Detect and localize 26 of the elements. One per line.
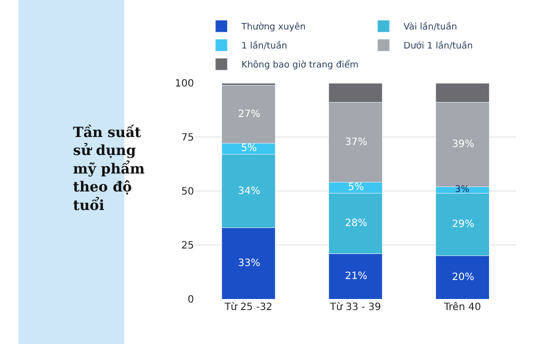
data-label: 3% bbox=[455, 185, 470, 195]
data-label: 29% bbox=[452, 219, 474, 230]
data-label: 27% bbox=[238, 109, 260, 120]
x-tick-label: Từ 25 -32 bbox=[224, 302, 272, 313]
y-tick-label: 0 bbox=[188, 294, 194, 306]
data-label: 34% bbox=[238, 186, 260, 197]
legend-label: Thường xuyên bbox=[240, 22, 306, 33]
y-tick-label: 25 bbox=[181, 240, 194, 252]
legend-label: 1 lần/tuần bbox=[241, 40, 288, 52]
legend-label: Vài lần/tuần bbox=[404, 22, 458, 33]
data-label: 5% bbox=[348, 182, 364, 193]
data-label: 28% bbox=[345, 218, 368, 229]
y-tick-label: 75 bbox=[181, 132, 194, 144]
legend-label: Không bao giờ trang điểm bbox=[241, 60, 359, 71]
x-tick-label: Trên 40 bbox=[443, 302, 481, 313]
y-tick-label: 100 bbox=[174, 78, 194, 90]
legend-label: Dưới 1 lần/tuần bbox=[404, 40, 473, 52]
data-label: 20% bbox=[452, 272, 474, 283]
x-tick-label: Từ 33 - 39 bbox=[328, 302, 382, 313]
data-label: 33% bbox=[238, 258, 260, 269]
data-label: 5% bbox=[241, 143, 257, 154]
data-label: 21% bbox=[345, 271, 368, 282]
data-label: 37% bbox=[345, 137, 368, 148]
text: Tần suất sử dụng mỹ phẩm theo độ tuổi bbox=[73, 124, 145, 214]
data-label: 39% bbox=[452, 139, 474, 150]
y-tick-label: 50 bbox=[181, 186, 194, 198]
